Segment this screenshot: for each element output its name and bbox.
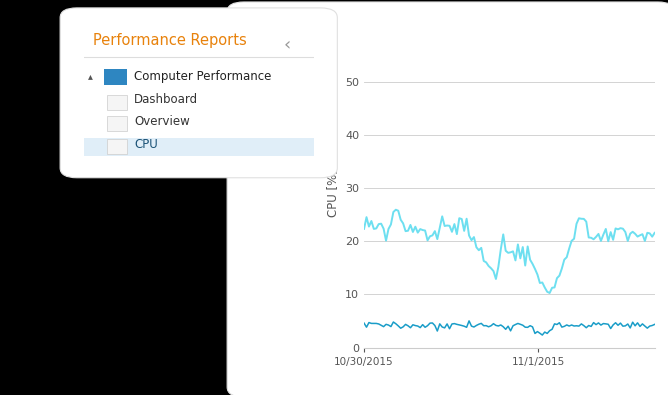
FancyBboxPatch shape: [107, 139, 128, 154]
Text: ▴: ▴: [88, 71, 93, 81]
Text: Performance Reports: Performance Reports: [93, 33, 246, 48]
FancyBboxPatch shape: [107, 95, 128, 110]
Text: ‹: ‹: [284, 36, 291, 54]
Y-axis label: CPU [%]: CPU [%]: [327, 169, 339, 218]
FancyBboxPatch shape: [104, 69, 128, 85]
FancyBboxPatch shape: [79, 137, 323, 156]
FancyBboxPatch shape: [107, 116, 128, 131]
Text: CPU: CPU: [134, 137, 158, 150]
Text: Dashboard: Dashboard: [134, 94, 198, 106]
Text: Computer Performance: Computer Performance: [134, 70, 272, 83]
Text: Overview: Overview: [134, 115, 190, 128]
